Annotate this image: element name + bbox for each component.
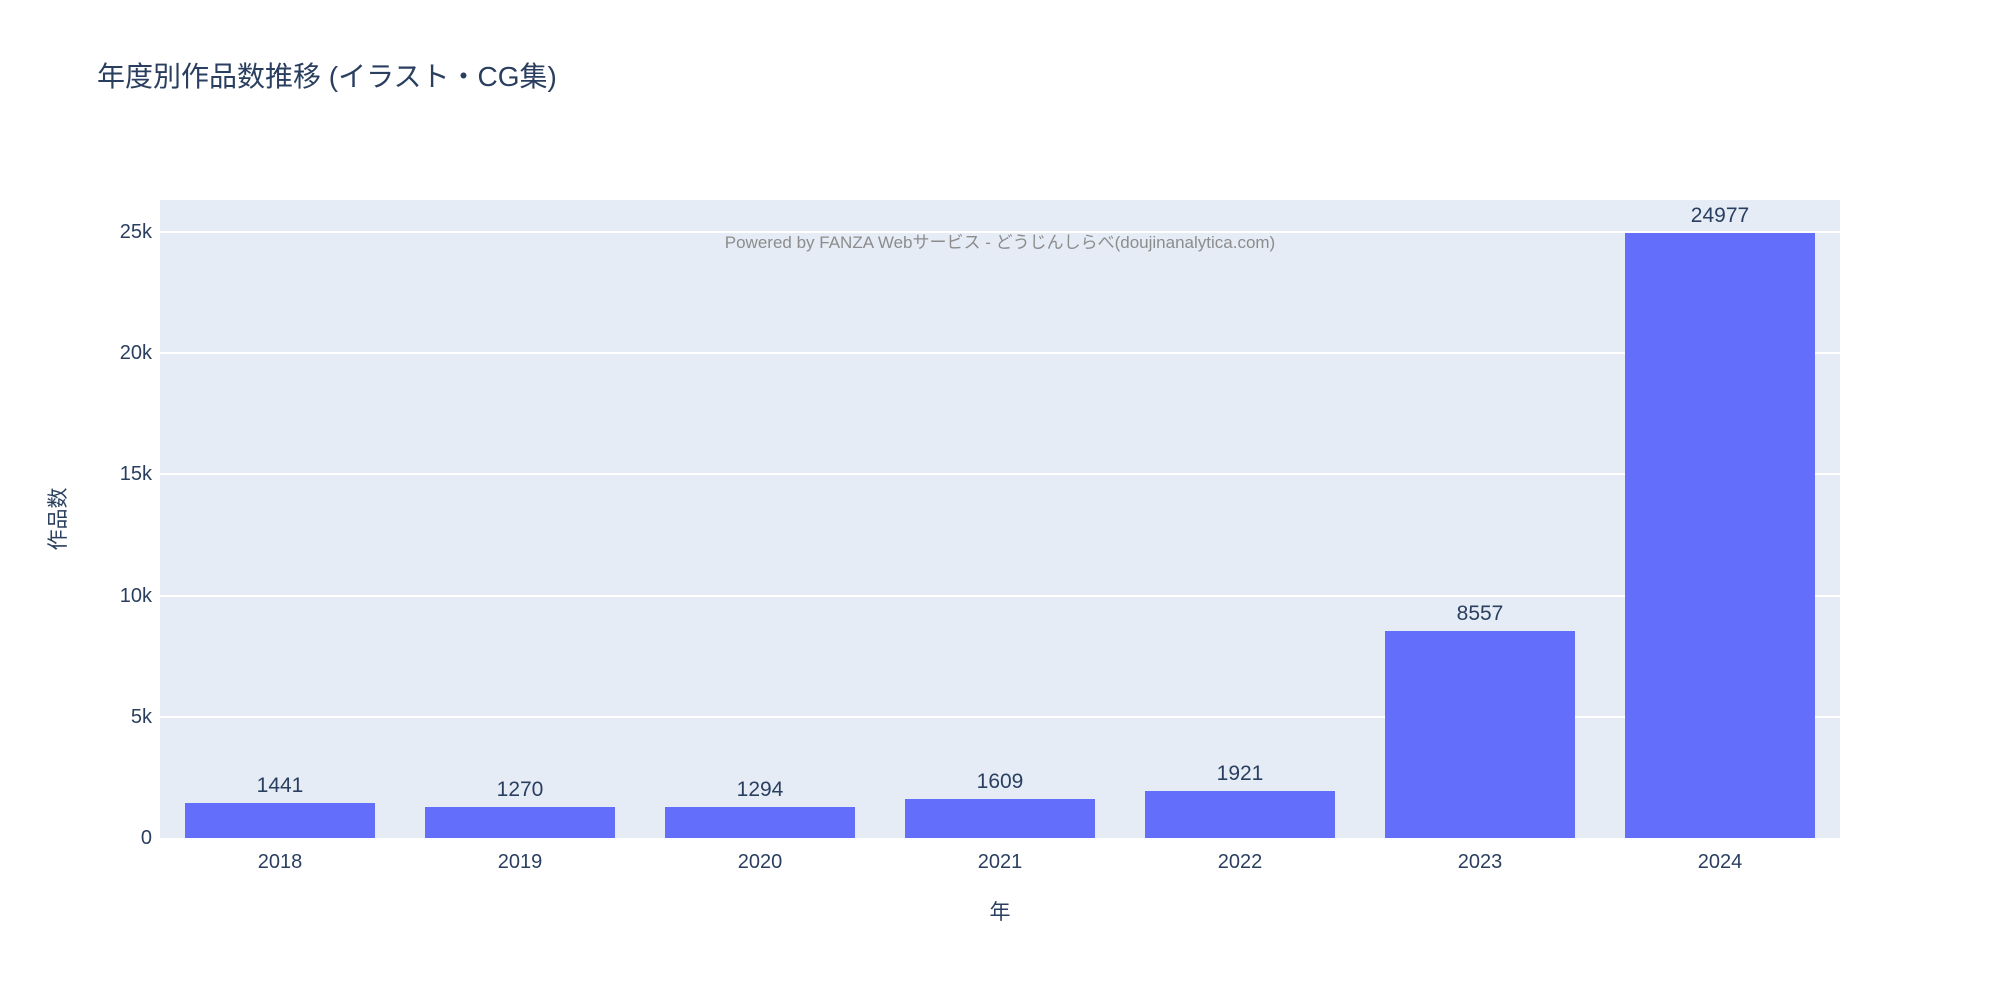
x-tick-label: 2018 xyxy=(257,851,303,873)
bar-value-label: 1609 xyxy=(976,770,1024,793)
y-tick-label: 0 xyxy=(140,827,152,849)
bar-2022[interactable] xyxy=(1145,791,1335,838)
gridline xyxy=(160,473,1840,476)
bar-value-label: 1441 xyxy=(256,774,304,798)
watermark: Powered by FANZA Webサービス - どうじんしらべ(douji… xyxy=(724,233,1276,252)
bar-value-label: 24977 xyxy=(1690,203,1750,227)
x-axis-title: 年 xyxy=(989,901,1011,924)
bar-value-label: 1294 xyxy=(736,777,784,801)
y-tick-label: 15k xyxy=(119,463,152,486)
x-tick-label: 2022 xyxy=(1217,851,1263,873)
gridline xyxy=(160,594,1840,597)
chart-title: 年度別作品数推移 (イラスト・CG集) xyxy=(97,61,557,92)
y-axis: 0 5k 10k 15k 20k 25k xyxy=(0,0,152,1000)
x-tick-label: 2023 xyxy=(1457,851,1503,873)
bar-2024[interactable] xyxy=(1625,232,1815,838)
y-tick-label: 20k xyxy=(119,342,152,365)
bar-2018[interactable] xyxy=(185,803,375,838)
gridline xyxy=(160,352,1840,355)
y-tick-label: 10k xyxy=(119,584,152,607)
bar-2023[interactable] xyxy=(1385,630,1575,838)
bar-value-label: 1921 xyxy=(1216,762,1264,786)
gridline xyxy=(160,231,1840,233)
bar-2021[interactable] xyxy=(905,799,1095,838)
x-tick-label: 2019 xyxy=(497,851,543,873)
gridline xyxy=(160,715,1840,718)
bar-value-label: 8557 xyxy=(1456,601,1504,625)
bar-2020[interactable] xyxy=(665,806,855,838)
bar-2019[interactable] xyxy=(425,807,615,838)
plot-area[interactable]: Powered by FANZA Webサービス - どうじんしらべ(douji… xyxy=(160,200,1840,838)
y-tick-label: 25k xyxy=(119,220,152,243)
x-tick-label: 2021 xyxy=(977,851,1023,873)
y-tick-label: 5k xyxy=(130,705,152,728)
x-tick-label: 2020 xyxy=(737,851,783,873)
bar-value-label: 1270 xyxy=(496,778,544,802)
x-tick-label: 2024 xyxy=(1697,851,1743,873)
